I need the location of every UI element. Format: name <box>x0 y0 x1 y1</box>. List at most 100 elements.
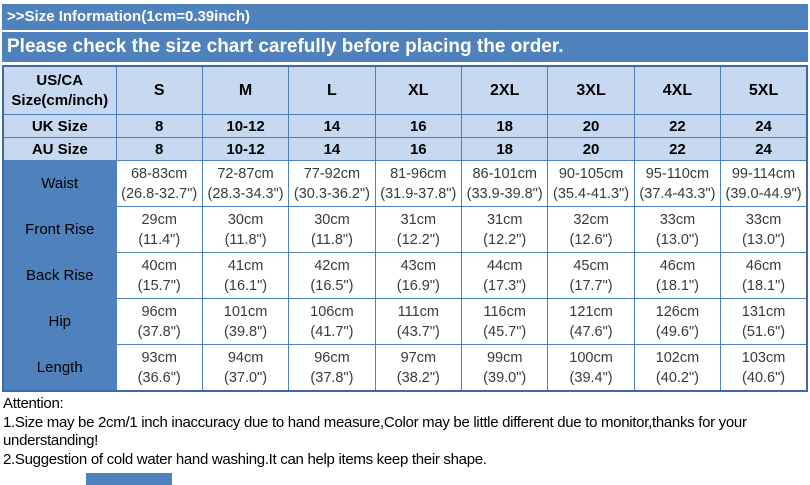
size-column-header-l: L <box>288 65 376 115</box>
cell-inch: (13.0") <box>655 231 699 248</box>
cell-inch: (37.4-43.3") <box>639 185 716 202</box>
cell-cm: 33cm <box>659 211 696 228</box>
next-section-banner-fragment <box>86 473 172 485</box>
cell-inch: (37.8") <box>310 369 354 386</box>
cell-inch: (39.0-44.9") <box>725 185 802 202</box>
cell-inch: (13.0") <box>742 231 786 248</box>
cell-cm: 41cm <box>227 257 264 274</box>
table-cell: 45cm (17.7") <box>547 252 635 299</box>
table-cell: 10-12 <box>201 114 290 138</box>
table-cell: 46cm (18.1") <box>720 252 808 299</box>
notice-bar: Please check the size chart carefully be… <box>2 32 808 62</box>
table-cell: 32cm (12.6") <box>547 206 635 253</box>
hip-row: Hip 96cm (37.8") 101cm (39.8") 106cm (41.7"… <box>2 298 808 345</box>
cell-cm: 44cm <box>486 257 523 274</box>
cell-inch: (16.1") <box>224 277 268 294</box>
cell-cm: 77-92cm <box>303 165 361 182</box>
cell-cm: 86-101cm <box>472 165 537 182</box>
section-title-bar: >>Size Information(1cm=0.39inch) <box>2 4 808 30</box>
length-row: Length 93cm (36.6") 94cm (37.0") 96cm (37.8… <box>2 344 808 392</box>
cell-cm: 68-83cm <box>130 165 188 182</box>
table-cell: 95-110cm (37.4-43.3") <box>633 160 722 207</box>
table-cell: 126cm (49.6") <box>633 298 722 345</box>
table-cell: 111cm (43.7") <box>374 298 463 345</box>
table-cell: 8 <box>115 137 203 161</box>
cell-cm: 45cm <box>573 257 609 274</box>
cell-inch: (40.6") <box>742 369 786 386</box>
table-cell: 96cm (37.8") <box>115 298 203 345</box>
cell-cm: 106cm <box>310 303 354 320</box>
cell-inch: (17.7") <box>569 277 613 294</box>
cell-cm: 46cm <box>745 257 782 274</box>
table-cell: 42cm (16.5") <box>288 252 376 299</box>
row-label-back-rise: Back Rise <box>2 252 117 299</box>
cell-inch: (31.9-37.8") <box>380 185 457 202</box>
size-column-header-4xl: 4XL <box>633 65 722 115</box>
cell-inch: (35.4-41.3") <box>553 185 630 202</box>
cell-inch: (39.4") <box>569 369 613 386</box>
table-cell: 103cm (40.6") <box>720 344 808 392</box>
back-rise-row: Back Rise 40cm (15.7") 41cm (16.1") 42cm (1… <box>2 252 808 299</box>
table-cell: 16 <box>374 114 463 138</box>
row-label-uk: UK Size <box>2 114 117 138</box>
table-cell: 33cm (13.0") <box>720 206 808 253</box>
waist-row: Waist 68-83cm (26.8-32.7") 72-87cm (28.3-3… <box>2 160 808 207</box>
table-cell: 24 <box>720 137 808 161</box>
corner-header-cell: US/CA Size(cm/inch) <box>2 65 117 115</box>
cell-cm: 94cm <box>227 349 264 366</box>
cell-inch: (36.6") <box>137 369 181 386</box>
table-cell: 90-105cm (35.4-41.3") <box>547 160 635 207</box>
table-cell: 81-96cm (31.9-37.8") <box>374 160 463 207</box>
cell-cm: 29cm <box>141 211 177 228</box>
table-cell: 44cm (17.3") <box>460 252 549 299</box>
attention-note-1: 1.Size may be 2cm/1 inch inaccuracy due … <box>3 414 747 449</box>
size-column-header-m: M <box>201 65 290 115</box>
cell-inch: (37.8") <box>137 323 181 340</box>
cell-inch: (11.4") <box>138 231 181 248</box>
table-cell: 33cm (13.0") <box>633 206 722 253</box>
table-cell: 97cm (38.2") <box>374 344 463 392</box>
cell-inch: (28.3-34.3") <box>207 185 284 202</box>
cell-inch: (30.3-36.2") <box>293 185 370 202</box>
cell-inch: (15.7") <box>137 277 181 294</box>
cell-cm: 131cm <box>741 303 786 320</box>
table-cell: 131cm (51.6") <box>720 298 808 345</box>
cell-cm: 43cm <box>400 257 437 274</box>
cell-cm: 116cm <box>483 303 526 320</box>
size-column-header-xl: XL <box>374 65 463 115</box>
table-cell: 121cm (47.6") <box>547 298 635 345</box>
attention-note-2: 2.Suggestion of cold water hand washing.… <box>3 451 487 468</box>
cell-inch: (11.8") <box>224 231 267 248</box>
table-cell: 101cm (39.8") <box>201 298 290 345</box>
cell-inch: (12.2") <box>396 231 440 248</box>
table-cell: 94cm (37.0") <box>201 344 290 392</box>
table-cell: 43cm (16.9") <box>374 252 463 299</box>
cell-inch: (26.8-32.7") <box>121 185 198 202</box>
table-cell: 100cm (39.4") <box>547 344 635 392</box>
size-column-header-s: S <box>115 65 203 115</box>
table-cell: 30cm (11.8") <box>288 206 376 253</box>
table-cell: 10-12 <box>201 137 290 161</box>
table-cell: 31cm (12.2") <box>374 206 463 253</box>
cell-cm: 102cm <box>655 349 700 366</box>
cell-inch: (16.5") <box>310 277 354 294</box>
cell-inch: (39.8") <box>224 323 268 340</box>
table-cell: 30cm (11.8") <box>201 206 290 253</box>
corner-line2: Size(cm/inch) <box>11 91 109 109</box>
cell-inch: (11.8") <box>310 231 353 248</box>
size-column-header-3xl: 3XL <box>547 65 635 115</box>
cell-cm: 95-110cm <box>645 165 710 182</box>
table-cell: 40cm (15.7") <box>115 252 203 299</box>
attention-title: Attention: <box>3 395 64 412</box>
cell-cm: 100cm <box>569 349 613 366</box>
table-cell: 68-83cm (26.8-32.7") <box>115 160 203 207</box>
size-column-header-2xl: 2XL <box>460 65 549 115</box>
cell-inch: (43.7") <box>396 323 440 340</box>
attention-section: Attention: 1.Size may be 2cm/1 inch inac… <box>2 392 808 469</box>
cell-inch: (47.6") <box>569 323 613 340</box>
cell-cm: 101cm <box>223 303 268 320</box>
table-cell: 8 <box>115 114 203 138</box>
table-cell: 77-92cm (30.3-36.2") <box>288 160 376 207</box>
cell-inch: (38.2") <box>396 369 440 386</box>
